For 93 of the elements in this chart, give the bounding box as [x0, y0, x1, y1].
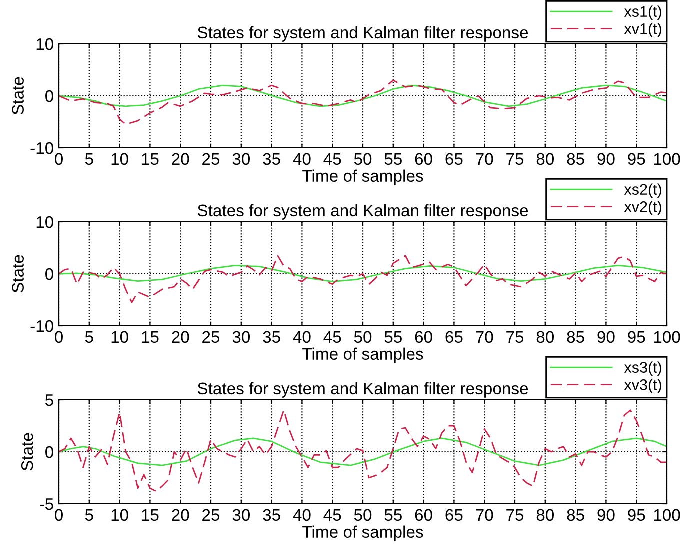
x-tick-label: 5	[85, 153, 94, 166]
x-tick-label: 80	[536, 509, 554, 522]
x-tick-label: 35	[263, 153, 280, 166]
y-tick-label: 5	[46, 394, 54, 406]
x-axis-title: Time of samples	[302, 526, 424, 542]
x-axis-title: Time of samples	[302, 348, 424, 364]
x-tick-label: 100	[654, 331, 680, 344]
x-tick-label: 30	[232, 331, 250, 344]
chart-title: States for system and Kalman filter response	[198, 26, 528, 42]
x-tick-label: 15	[142, 331, 159, 344]
x-tick-label: 35	[263, 509, 280, 522]
x-tick-label: 30	[232, 153, 250, 166]
x-tick-label: 10	[112, 153, 128, 166]
x-tick-label: 60	[415, 153, 432, 166]
y-tick-label: 10	[36, 38, 54, 50]
x-tick-label: 70	[476, 331, 494, 344]
y-tick-label: 10	[36, 216, 54, 228]
y-axis-title: State	[12, 255, 24, 293]
y-tick-label: 0	[46, 446, 54, 458]
x-tick-label: 80	[536, 331, 554, 344]
x-tick-label: 15	[142, 153, 159, 166]
legend-label: xs1(t)	[624, 6, 662, 20]
x-tick-label: 85	[567, 331, 584, 344]
x-tick-label: 0	[55, 153, 63, 166]
x-tick-label: 10	[112, 509, 128, 522]
x-tick-label: 90	[598, 331, 615, 344]
x-tick-label: 95	[628, 331, 646, 344]
y-tick-label: -10	[30, 320, 54, 332]
y-tick-label: -10	[30, 142, 54, 154]
line-series	[59, 264, 667, 282]
x-tick-label: 100	[654, 153, 680, 166]
x-tick-label: 35	[263, 331, 280, 344]
x-tick-label: 20	[172, 331, 190, 344]
line-series	[59, 410, 667, 492]
x-tick-label: 5	[85, 509, 94, 522]
line-series	[59, 80, 667, 126]
x-tick-label: 60	[415, 331, 432, 344]
x-tick-label: 100	[654, 509, 680, 522]
x-tick-label: 75	[506, 331, 524, 344]
legend-label: xs2(t)	[624, 184, 662, 198]
x-tick-label: 20	[172, 509, 190, 522]
x-tick-label: 25	[202, 153, 220, 166]
x-tick-label: 10	[112, 331, 128, 344]
x-tick-label: 70	[476, 509, 494, 522]
y-tick-label: -5	[40, 498, 54, 510]
x-tick-label: 55	[384, 331, 402, 344]
x-tick-label: 75	[506, 509, 524, 522]
x-tick-label: 20	[172, 153, 190, 166]
x-tick-label: 0	[55, 331, 63, 344]
y-axis-title: State	[12, 77, 24, 115]
y-tick-label: 0	[46, 268, 54, 280]
x-tick-label: 45	[324, 509, 342, 522]
x-tick-label: 55	[384, 509, 402, 522]
x-tick-label: 90	[598, 153, 615, 166]
chart-title: States for system and Kalman filter response	[198, 382, 528, 398]
y-tick-label: 0	[46, 90, 54, 102]
x-tick-label: 25	[202, 509, 220, 522]
x-tick-label: 0	[55, 509, 63, 522]
x-tick-label: 95	[628, 153, 646, 166]
x-tick-label: 40	[293, 509, 311, 522]
x-tick-label: 90	[598, 509, 615, 522]
legend-label: xv2(t)	[624, 201, 662, 216]
x-tick-label: 65	[446, 509, 463, 522]
x-axis-title: Time of samples	[302, 170, 424, 186]
x-tick-label: 95	[628, 509, 646, 522]
line-series	[59, 255, 667, 304]
x-tick-label: 50	[354, 331, 372, 344]
x-tick-label: 45	[324, 331, 342, 344]
y-axis-title: State	[21, 433, 34, 471]
x-tick-label: 65	[446, 331, 463, 344]
legend-label: xs3(t)	[624, 362, 662, 376]
line-series	[59, 438, 667, 466]
x-tick-label: 40	[293, 331, 311, 344]
x-tick-label: 70	[476, 153, 494, 166]
x-tick-label: 80	[536, 153, 554, 166]
chart-title: States for system and Kalman filter response	[198, 204, 528, 220]
x-tick-label: 50	[354, 509, 372, 522]
x-tick-label: 65	[446, 153, 463, 166]
x-tick-label: 85	[567, 509, 584, 522]
x-tick-label: 55	[384, 153, 402, 166]
x-tick-label: 5	[85, 331, 94, 344]
x-tick-label: 50	[354, 153, 372, 166]
x-tick-label: 75	[506, 153, 524, 166]
x-tick-label: 85	[567, 153, 584, 166]
x-tick-label: 45	[324, 153, 342, 166]
x-tick-label: 15	[142, 509, 159, 522]
legend-label: xv3(t)	[624, 379, 662, 394]
x-tick-label: 25	[202, 331, 220, 344]
x-tick-label: 30	[232, 509, 250, 522]
x-tick-label: 40	[293, 153, 311, 166]
x-tick-label: 60	[415, 509, 432, 522]
line-series	[59, 84, 667, 108]
legend-label: xv1(t)	[624, 23, 662, 38]
